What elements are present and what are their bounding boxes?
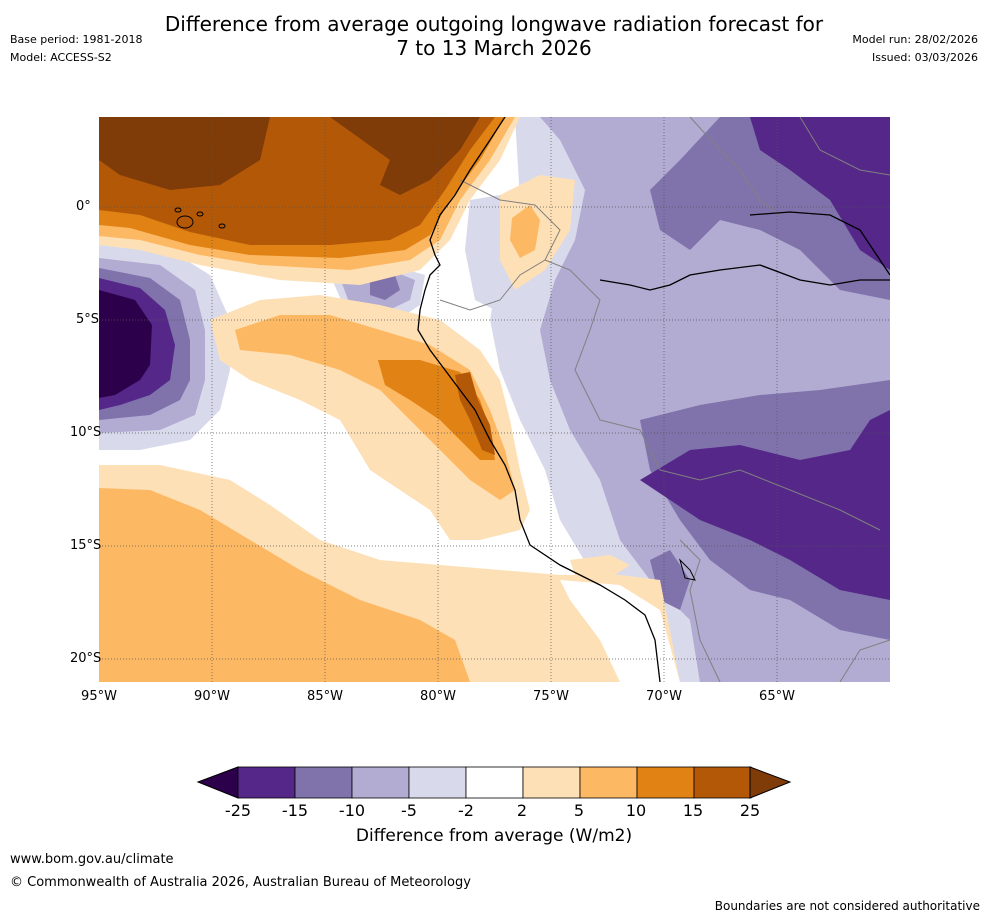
lat-label-15s: 15°S [70,538,102,553]
colorbar-swatch [693,766,752,799]
lat-label-20s: 20°S [70,651,102,666]
colorbar-swatch [351,766,410,799]
disclaimer-text: Boundaries are not considered authoritat… [714,899,980,913]
map-field [99,117,890,682]
colorbar-swatch [636,766,695,799]
field-south-pos5 [99,488,470,682]
field-inland-pos5 [510,205,540,258]
field-north-pos25 [99,117,270,190]
colorbar-swatch [294,766,353,799]
colorbar-swatch [408,766,467,799]
colorbar-swatch [237,766,296,799]
colorbar-high-extend [749,766,792,799]
colorbar [196,766,792,799]
field-coast-neg10 [370,275,400,300]
colorbar-label: 10 [625,801,647,820]
lon-label-90w: 90°W [194,689,230,704]
meta-left: Base period: 1981-2018 Model: ACCESS-S2 [10,31,142,67]
country-borders [439,117,890,682]
field-east-neg15-south [640,410,890,600]
meta-right: Model run: 28/02/2026 Issued: 03/03/2026 [852,31,978,67]
base-period: Base period: 1981-2018 [10,33,143,46]
field-mid-neg2 [465,195,505,310]
field-central-pos15 [455,372,495,455]
copyright-text: © Commonwealth of Australia 2026, Austra… [10,875,471,890]
colorbar-label: -15 [281,801,309,820]
colorbar-low-extend [196,766,239,799]
field-north-pos25-b [330,117,480,195]
colorbar-label: -10 [338,801,366,820]
colorbar-label: -25 [224,801,252,820]
map-title: Difference from average outgoing longwav… [0,12,988,60]
lon-label-65w: 65°W [759,689,795,704]
field-central-pos2 [210,295,530,540]
colorbar-label: 15 [682,801,704,820]
lon-label-85w: 85°W [307,689,343,704]
lon-label-80w: 80°W [420,689,456,704]
colorbar-label: -2 [458,801,474,820]
model-name: Model: ACCESS-S2 [10,51,112,64]
galapagos-islands [174,207,226,229]
field-east-neg15-north [750,117,890,270]
colorbar-title: Difference from average (W/m2) [355,826,633,846]
titicaca-lake [679,558,696,581]
website-link[interactable]: www.bom.gov.au/climate [10,852,174,867]
field-east-neg5-south [690,600,890,682]
coastlines [417,117,890,682]
lat-label-0: 0° [76,199,91,214]
colorbar-swatch [579,766,638,799]
field-central-pos5 [235,315,515,500]
colorbar-label: 25 [739,801,761,820]
field-west-neg25 [99,290,152,398]
lat-label-10s: 10°S [70,425,102,440]
colorbar-swatch [465,766,524,799]
colorbar-label: 2 [516,801,528,820]
title-line-2: 7 to 13 March 2026 [396,36,592,60]
lon-label-95w: 95°W [81,689,117,704]
field-south-pos2-b [570,555,630,578]
model-run: Model run: 28/02/2026 [852,33,978,46]
graticule [99,117,890,682]
colorbar-label: -5 [401,801,417,820]
colorbar-label: 5 [573,801,585,820]
issued-date: Issued: 03/03/2026 [871,51,978,64]
colorbar-swatch [522,766,581,799]
field-south-white [560,580,680,682]
lat-label-5s: 5°S [76,312,100,327]
lon-label-75w: 75°W [533,689,569,704]
lon-label-70w: 70°W [646,689,682,704]
title-line-1: Difference from average outgoing longwav… [164,12,824,36]
